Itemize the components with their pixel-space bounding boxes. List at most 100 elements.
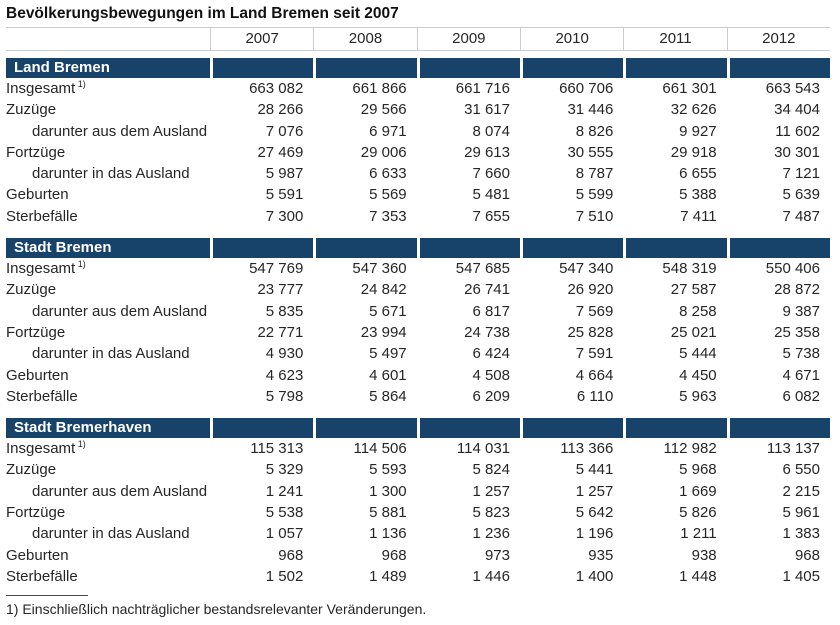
value-cell: 5 864 — [369, 387, 407, 405]
value-cell: 25 021 — [670, 323, 717, 341]
value-cell: 4 508 — [472, 366, 510, 384]
table-row: darunter in das Ausland 5 987 6 633 7 660 8 … — [6, 163, 830, 184]
value-cell: 5 593 — [369, 461, 407, 479]
value-cell: 23 994 — [360, 323, 407, 341]
year-header-cell: 2010 — [520, 28, 623, 50]
value-cell: 550 406 — [765, 260, 820, 278]
row-label-text: Fortzüge — [6, 504, 66, 522]
table-row: Zuzüge 23 777 24 842 26 741 26 920 27 587 28 8… — [6, 279, 830, 300]
value-cell: 6 209 — [472, 387, 510, 405]
value-cell: 27 469 — [257, 143, 304, 161]
value-cell: 34 404 — [774, 101, 820, 119]
value-cell: 547 685 — [455, 260, 510, 278]
table-row: darunter aus dem Ausland 1 241 1 300 1 257 1… — [6, 481, 830, 502]
row-label-text: darunter in das Ausland — [32, 165, 190, 183]
value-cell: 8 258 — [679, 302, 717, 320]
value-cell: 6 550 — [782, 461, 820, 479]
table-sections: Land Bremen Insgesamt 1) 663 082 661 866 661… — [6, 58, 836, 587]
table-row: darunter aus dem Ausland 5 835 5 671 6 817 7… — [6, 301, 830, 322]
value-cell: 973 — [484, 546, 510, 564]
row-label-text: Sterbefälle — [6, 387, 78, 405]
value-cell: 5 881 — [369, 504, 407, 522]
table-row: Geburten 968 968 973 935 938 968 — [6, 545, 830, 566]
value-cell: 5 642 — [575, 504, 614, 522]
section-header-segment — [726, 238, 830, 259]
value-cell: 25 358 — [774, 323, 820, 341]
value-cell: 113 137 — [766, 440, 820, 458]
value-cell: 5 823 — [472, 504, 510, 522]
row-label: Insgesamt 1) — [6, 258, 210, 279]
section-header-segment — [210, 238, 314, 259]
row-label: darunter aus dem Ausland — [6, 301, 210, 322]
value-cell: 1 400 — [575, 567, 614, 585]
section-header-segment — [313, 238, 417, 259]
section-header-label: Stadt Bremerhaven — [6, 418, 210, 439]
value-cell: 6 082 — [782, 387, 820, 405]
table-row: Sterbefälle 7 300 7 353 7 655 7 510 7 411 7 48… — [6, 206, 830, 227]
row-label: Geburten — [6, 184, 210, 205]
value-cell: 6 424 — [472, 345, 510, 363]
value-cell: 1 669 — [679, 482, 717, 500]
value-cell: 26 920 — [567, 281, 614, 299]
row-label: Zuzüge — [6, 459, 210, 480]
value-cell: 28 266 — [257, 101, 304, 119]
row-label: Insgesamt 1) — [6, 438, 210, 459]
value-cell: 8 074 — [472, 122, 510, 140]
row-label-text: darunter aus dem Ausland — [32, 302, 208, 320]
value-cell: 1 383 — [782, 525, 820, 543]
section-header-segment — [520, 238, 624, 259]
value-cell: 29 006 — [360, 143, 407, 161]
value-cell: 548 319 — [662, 260, 717, 278]
value-cell: 4 623 — [265, 366, 304, 384]
value-cell: 7 076 — [265, 122, 304, 140]
value-cell: 663 082 — [249, 80, 304, 97]
value-cell: 5 738 — [782, 345, 820, 363]
row-label-text: Zuzüge — [6, 101, 57, 119]
table-row: Insgesamt 1) 547 769 547 360 547 685 547 340… — [6, 258, 830, 279]
value-cell: 1 405 — [782, 567, 820, 585]
value-cell: 1 057 — [265, 525, 304, 543]
value-cell: 7 121 — [782, 165, 820, 183]
section-header-segment — [210, 58, 314, 78]
value-cell: 8 826 — [575, 122, 614, 140]
row-label: Sterbefälle — [6, 386, 210, 407]
table-row: darunter aus dem Ausland 7 076 6 971 8 074 8… — [6, 121, 830, 142]
footnote-marker: 1) — [75, 79, 86, 89]
value-cell: 7 487 — [782, 207, 820, 225]
row-label-text: Geburten — [6, 366, 69, 384]
value-cell: 113 366 — [560, 440, 614, 458]
row-label: Fortzüge — [6, 142, 210, 163]
value-cell: 1 257 — [575, 482, 614, 500]
value-cell: 661 716 — [455, 80, 510, 97]
value-cell: 5 481 — [472, 186, 510, 204]
table-row: Zuzüge 5 329 5 593 5 824 5 441 5 968 6 550 — [6, 459, 830, 480]
value-cell: 7 591 — [575, 345, 614, 363]
value-cell: 6 633 — [369, 165, 407, 183]
value-cell: 5 987 — [265, 165, 304, 183]
section-header-segment — [623, 418, 727, 439]
value-cell: 5 388 — [679, 186, 717, 204]
value-cell: 661 866 — [352, 80, 407, 97]
footnote-marker: 1) — [75, 259, 86, 270]
row-label: darunter in das Ausland — [6, 163, 210, 184]
value-cell: 5 961 — [782, 504, 820, 522]
value-cell: 6 110 — [576, 387, 614, 405]
row-label: darunter in das Ausland — [6, 343, 210, 364]
value-cell: 22 771 — [257, 323, 304, 341]
value-cell: 5 968 — [679, 461, 717, 479]
value-cell: 547 360 — [352, 260, 407, 278]
row-label: Geburten — [6, 545, 210, 566]
value-cell: 5 671 — [369, 302, 407, 320]
value-cell: 26 741 — [464, 281, 510, 299]
row-label-text: Geburten — [6, 546, 69, 564]
value-cell: 5 599 — [575, 186, 614, 204]
value-cell: 4 671 — [782, 366, 820, 384]
table-row: Zuzüge 28 266 29 566 31 617 31 446 32 626 34 4… — [6, 99, 830, 120]
value-cell: 32 626 — [670, 101, 717, 119]
row-label-text: Fortzüge — [6, 143, 66, 161]
value-cell: 5 835 — [265, 302, 304, 320]
row-label-text: Insgesamt — [6, 440, 76, 458]
value-cell: 24 842 — [360, 281, 407, 299]
value-cell: 29 566 — [360, 101, 407, 119]
